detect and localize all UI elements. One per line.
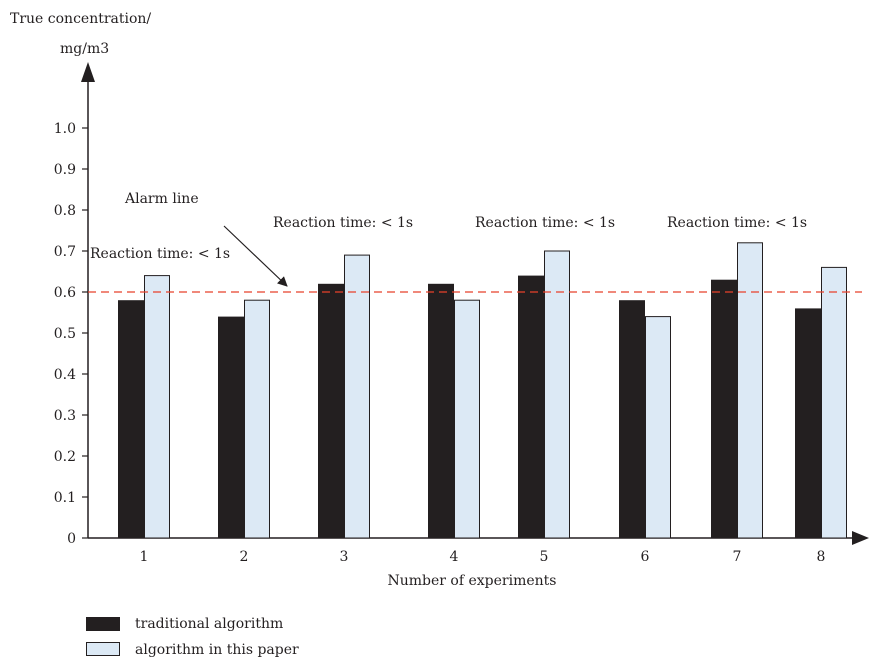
bar-traditional-2 — [218, 316, 244, 538]
bar-traditional-5 — [518, 275, 544, 538]
bar-paper-7 — [737, 242, 763, 539]
x-tick-label: 4 — [450, 549, 459, 565]
bar-paper-6 — [645, 316, 671, 539]
alarm-line-label: Alarm line — [124, 191, 199, 207]
y-tick-label: 0.4 — [54, 367, 76, 383]
reaction-time-annotation-4: Reaction time: < 1s — [667, 215, 807, 231]
legend: traditional algorithm algorithm in this … — [86, 616, 299, 658]
y-ticks: 0 0.1 0.2 0.3 0.4 0.5 0.6 0.7 0.8 0.9 1.0 — [54, 121, 88, 547]
bar-traditional-3 — [318, 283, 344, 538]
legend-swatch-traditional — [86, 617, 120, 631]
bar-traditional-8 — [795, 308, 821, 538]
x-axis-label: Number of experiments — [388, 573, 557, 589]
y-tick-label: 0.3 — [54, 408, 76, 424]
x-tick-label: 5 — [540, 549, 549, 565]
bar-traditional-7 — [711, 279, 737, 538]
y-tick-label: 0.6 — [54, 285, 76, 301]
y-tick-label: 0.2 — [54, 449, 76, 465]
legend-label-paper: algorithm in this paper — [135, 642, 299, 658]
y-tick-label: 0.7 — [54, 244, 76, 260]
x-tick-labels: 1 2 3 4 5 6 7 8 — [140, 549, 826, 565]
x-tick-label: 7 — [733, 549, 742, 565]
bar-paper-3 — [344, 254, 370, 539]
y-tick-label: 0.9 — [54, 162, 76, 178]
y-tick-label: 0.1 — [54, 490, 76, 506]
x-tick-label: 2 — [240, 549, 249, 565]
x-tick-label: 8 — [817, 549, 826, 565]
bar-paper-4 — [454, 299, 480, 539]
alarm-line-pointer — [223, 225, 288, 287]
x-tick-label: 6 — [641, 549, 650, 565]
y-tick-label: 0 — [67, 531, 76, 547]
reaction-time-annotation-2: Reaction time: < 1s — [273, 215, 413, 231]
x-tick-label: 3 — [340, 549, 349, 565]
reaction-time-annotation-3: Reaction time: < 1s — [475, 215, 615, 231]
bar-paper-2 — [244, 299, 270, 539]
bar-traditional-6 — [619, 300, 645, 538]
bar-traditional-4 — [428, 283, 454, 538]
legend-label-traditional: traditional algorithm — [135, 616, 283, 632]
y-tick-label: 0.8 — [54, 203, 76, 219]
legend-swatch-paper — [86, 642, 120, 656]
bar-traditional-1 — [118, 300, 144, 538]
bar-paper-8 — [821, 266, 847, 539]
y-axis-arrow — [81, 62, 95, 82]
y-tick-label: 0.5 — [54, 326, 76, 342]
y-axis-label-line2: mg/m3 — [60, 41, 109, 57]
x-tick-label: 1 — [140, 549, 149, 565]
bar-paper-5 — [544, 250, 570, 539]
y-tick-label: 1.0 — [54, 121, 76, 137]
bars — [118, 242, 847, 539]
y-axis-label-line1: True concentration/ — [10, 11, 151, 27]
reaction-time-annotation-1: Reaction time: < 1s — [90, 246, 230, 262]
bar-paper-1 — [144, 275, 170, 539]
x-axis-arrow — [852, 531, 869, 545]
